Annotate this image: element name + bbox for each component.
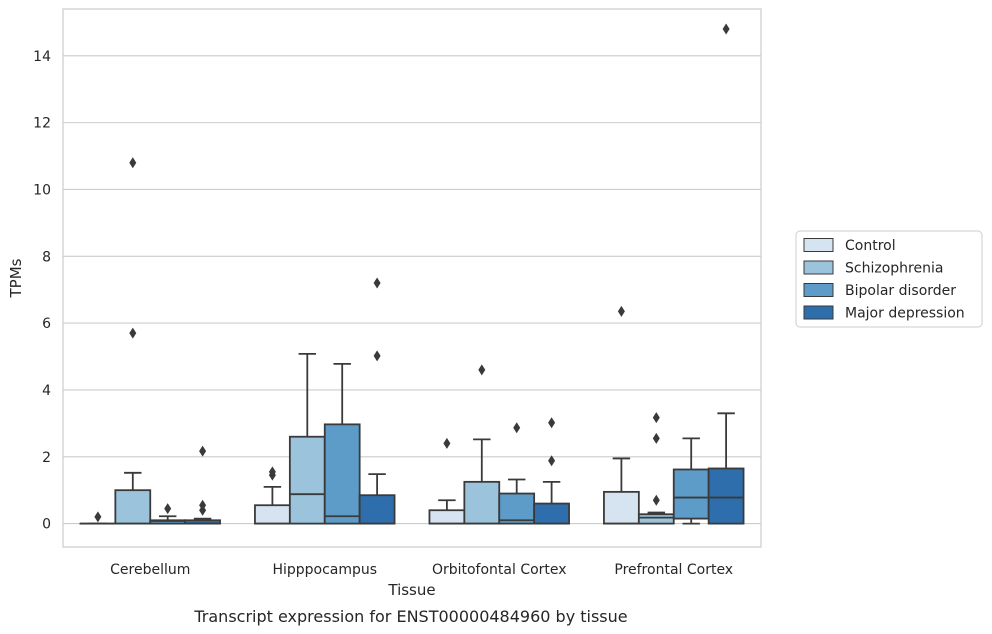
outlier-point [652,494,660,506]
outlier-point [652,432,660,444]
y-tick-label: 2 [42,450,51,466]
outlier-point [652,412,660,424]
box-iqr [603,490,640,525]
outlier-point [548,417,556,429]
outlier-point [373,350,381,362]
box-iqr [114,489,152,525]
legend-swatch [803,305,834,320]
box-bipolar-disorder [149,503,187,525]
x-tick-label: Cerebellum [110,562,190,578]
x-axis-ticks: Cerebellum Hipppocampus Orbitofontal Corte… [110,562,733,578]
box-major-depression [707,23,745,525]
y-tick-label: 14 [33,49,51,65]
legend-frame [795,230,983,328]
y-tick-label: 6 [42,316,51,332]
box-control [79,511,117,525]
outlier-point [443,437,451,449]
box-control [428,437,466,525]
boxes [79,23,745,525]
box-iqr [254,504,291,525]
legend-swatch [803,238,834,252]
box-bipolar-disorder [498,422,536,525]
legend-label: Control [845,238,896,254]
outlier-point [268,466,276,478]
box-iqr [637,513,675,525]
outlier-point [722,23,730,35]
box-control [254,466,291,525]
box-schizophrenia [288,352,326,525]
outlier-point [199,499,207,511]
box-major-depression [358,277,396,525]
outlier-point [548,455,556,467]
x-tick-label: Prefrontal Cortex [614,562,733,578]
y-tick-label: 10 [33,182,51,198]
outlier-point [513,422,521,434]
box-schizophrenia [463,364,501,525]
outlier-point [129,157,137,169]
box-bipolar-disorder [672,437,710,525]
outlier-point [94,511,102,523]
box-schizophrenia [114,157,152,525]
legend-label: Major depression [845,306,965,322]
box-iqr [533,502,570,525]
legend-swatch [803,260,834,275]
box-iqr [672,468,710,520]
outlier-point [129,327,137,339]
y-tick-label: 8 [42,249,51,265]
outlier-point [164,503,172,515]
y-tick-label: 12 [33,116,51,132]
plot-frame [62,8,762,548]
box-iqr [323,423,361,525]
box-major-depression [184,445,221,525]
box-control [603,305,640,525]
box-iqr [463,480,501,525]
legend-label: Bipolar disorder [845,283,956,299]
box-schizophrenia [637,412,675,525]
x-axis-label: Tissue [387,581,435,599]
y-axis-label: TPMs [7,258,25,298]
outlier-point [373,277,381,289]
gridlines [63,55,761,525]
box-iqr [358,494,396,525]
x-tick-label: Orbitofontal Cortex [432,562,567,578]
outlier-point [478,364,486,376]
outlier-point [199,445,207,457]
y-tick-label: 0 [42,517,51,533]
outlier-point [617,305,625,317]
legend-swatch [803,283,834,297]
legend: Control Schizophrenia Bipolar disorder Majo… [795,230,983,328]
y-axis-ticks: 0 2 4 6 8 10 12 14 [33,49,51,533]
box-iqr [707,467,745,525]
box-iqr [288,435,326,525]
box-iqr [498,492,536,525]
box-bipolar-disorder [323,362,361,525]
box-iqr [428,509,466,525]
y-tick-label: 4 [42,383,51,399]
chart-caption: Transcript expression for ENST0000048496… [193,607,627,626]
box-major-depression [533,417,570,525]
legend-label: Schizophrenia [845,261,943,277]
x-tick-label: Hipppocampus [272,562,377,578]
